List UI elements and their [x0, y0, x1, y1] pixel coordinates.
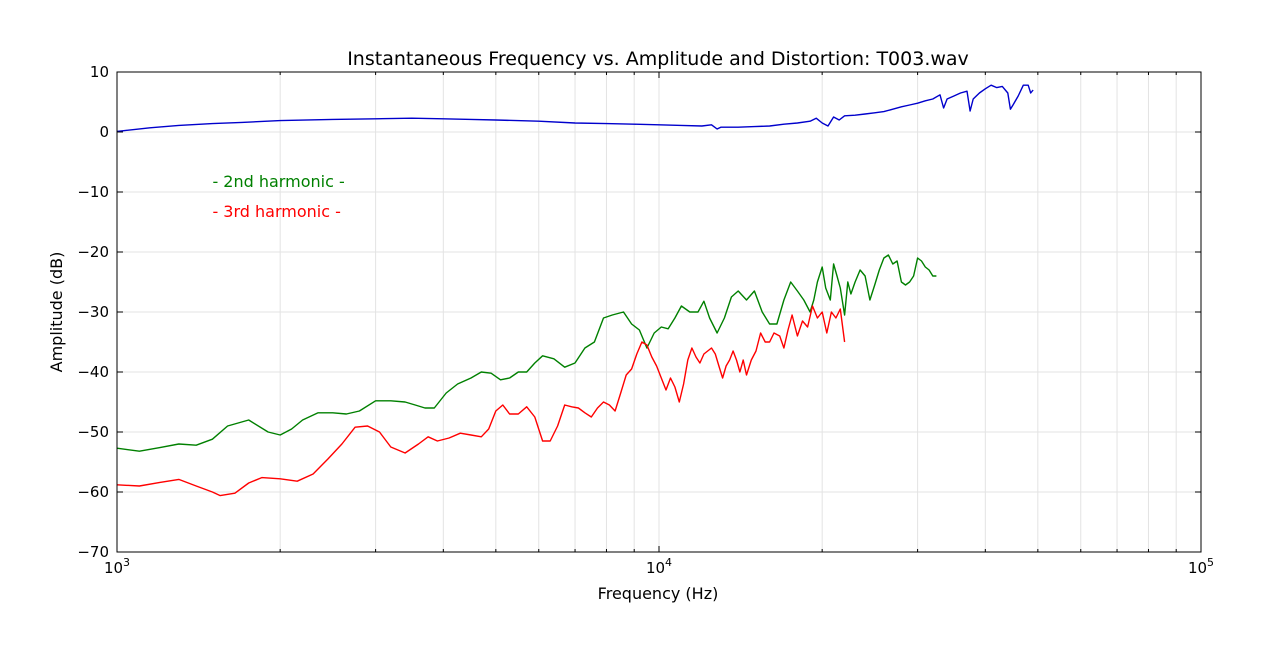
- y-tick-label: −60: [77, 483, 109, 501]
- y-tick-label: −40: [77, 363, 109, 381]
- y-tick-label: −30: [77, 303, 109, 321]
- series-line-3: [116, 305, 846, 497]
- annotation-label-1: - 2nd harmonic -: [212, 172, 344, 191]
- y-axis-label: Amplitude (dB): [47, 252, 66, 373]
- y-tick-label: −10: [77, 183, 109, 201]
- series-group: [116, 84, 1034, 497]
- x-tick-label: 103: [104, 556, 130, 577]
- legend-annotations: - 2nd harmonic - - 3rd harmonic -: [212, 172, 344, 221]
- y-tick-label: −70: [77, 543, 109, 561]
- annotation-label-2: - 3rd harmonic -: [212, 202, 340, 221]
- y-tick-label: −50: [77, 423, 109, 441]
- series-line-1: [116, 84, 1034, 133]
- ticks: [116, 71, 1202, 553]
- x-axis-label: Frequency (Hz): [598, 584, 719, 603]
- y-tick-label: −20: [77, 243, 109, 261]
- y-tick-label: 0: [99, 123, 109, 141]
- x-tick-label: 105: [1188, 556, 1214, 577]
- x-tick-label: 104: [646, 556, 672, 577]
- grid: [117, 72, 1201, 552]
- y-tick-label: 10: [90, 63, 109, 81]
- series-line-2: [116, 254, 937, 452]
- chart-title: Instantaneous Frequency vs. Amplitude an…: [347, 48, 969, 70]
